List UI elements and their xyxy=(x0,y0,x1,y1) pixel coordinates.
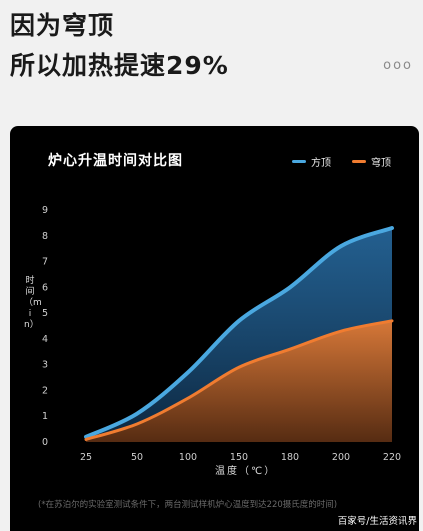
headline-line-1: 因为穹顶 xyxy=(10,11,115,40)
legend-item-series-1: 穹顶 xyxy=(352,154,391,169)
x-tick-label: 150 xyxy=(230,452,248,463)
chart-card: 炉心升温时间对比图 方顶 穹顶 时间（min） 温度（℃） 0 1 2 3 4 5 6 7 8 9… xyxy=(10,126,419,531)
footnote: (*在苏泊尔的实验室测试条件下，两台测试样机炉心温度到达220摄氏度的时间) xyxy=(38,500,338,510)
y-axis-label: 时间（min） xyxy=(24,276,42,330)
legend-swatch-series-0 xyxy=(292,160,306,163)
area-series-1 xyxy=(86,320,392,442)
y-tick-label: 0 xyxy=(42,437,48,448)
y-tick-label: 2 xyxy=(42,385,48,396)
more-dots-icon[interactable]: ooo xyxy=(383,58,413,73)
legend-item-series-0: 方顶 xyxy=(292,154,331,169)
x-tick-label: 200 xyxy=(332,452,350,463)
headline-line-2: 所以加热提速29% xyxy=(10,51,229,80)
chart-title: 炉心升温时间对比图 xyxy=(48,153,183,169)
x-axis-label: 温度（℃） xyxy=(215,466,277,477)
y-tick-label: 7 xyxy=(42,257,48,268)
y-tick-label: 4 xyxy=(42,334,48,345)
y-tick-label: 9 xyxy=(42,205,48,216)
watermark: 百家号/生活资讯界 xyxy=(337,516,417,527)
legend-label-series-1: 穹顶 xyxy=(371,158,391,169)
x-tick-label: 25 xyxy=(80,452,92,463)
legend-swatch-series-1 xyxy=(352,160,366,163)
y-tick-label: 5 xyxy=(42,308,48,319)
line-series-1 xyxy=(84,319,394,441)
y-tick-label: 8 xyxy=(42,231,48,242)
y-tick-label: 1 xyxy=(42,411,48,422)
y-tick-label: 6 xyxy=(42,282,48,293)
x-tick-label: 50 xyxy=(131,452,143,463)
y-tick-label: 3 xyxy=(42,360,48,371)
x-tick-label: 220 xyxy=(383,452,401,463)
x-tick-label: 180 xyxy=(281,452,299,463)
x-tick-label: 100 xyxy=(179,452,197,463)
line-series-0 xyxy=(84,226,394,439)
chart-plot: 0 1 2 3 4 5 6 7 8 9 25 50 100 150 180 200 220 xyxy=(42,205,401,463)
legend-label-series-0: 方顶 xyxy=(311,158,331,169)
